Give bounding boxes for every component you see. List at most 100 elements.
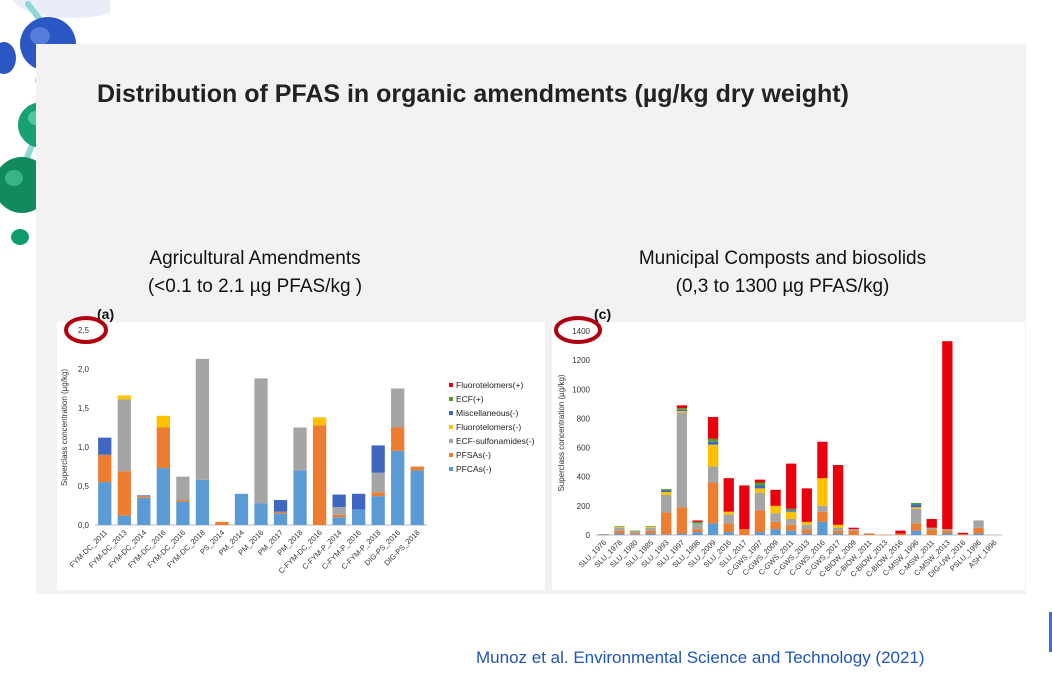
chart-a-bar-segment xyxy=(410,466,424,471)
chart-c-bar-segment xyxy=(629,531,641,533)
chart-c-bar-segment xyxy=(832,527,844,531)
chart-a-container: Superclass concentration (µg/kg) 0,0 0,5 1,… xyxy=(57,322,545,590)
chart-c-bar-segment xyxy=(614,530,625,534)
chart-a-bar-segment xyxy=(254,378,268,504)
chart-c-bar-segment xyxy=(817,441,828,479)
chart-c-bar-segment xyxy=(942,533,953,535)
chart-c-bar-segment xyxy=(645,526,656,528)
chart-a-bar-segment xyxy=(234,493,249,525)
chart-a-bar-segment xyxy=(273,500,288,512)
chart-c-bar-segment xyxy=(723,511,734,515)
chart-c-bar-segment xyxy=(848,529,859,531)
chart-a-bar-segment xyxy=(98,454,112,483)
chart-c-bar-segment xyxy=(614,526,625,527)
chart-c-bar-segment xyxy=(926,527,937,530)
chart-c-y-tick-label: 1000 xyxy=(572,385,590,394)
panel-label-c: (c) xyxy=(594,306,612,322)
chart-a-legend-label: Fluorotelomers(+) xyxy=(456,380,523,390)
chart-c-bar-segment xyxy=(879,534,891,536)
chart-c-bar-segment xyxy=(770,529,781,535)
chart-a-bar-segment xyxy=(117,395,131,400)
chart-c-bar-segment xyxy=(676,412,688,508)
chart-c-bar-segment xyxy=(754,492,766,511)
chart-c-bar-segment xyxy=(942,341,953,530)
chart-c-bar-segment xyxy=(614,533,625,535)
chart-c-bar-segment xyxy=(957,534,969,535)
chart-c-bar-segment xyxy=(895,530,906,534)
chart-a-bar-segment xyxy=(176,476,190,501)
chart-c-bar-segment xyxy=(832,533,844,535)
chart-a-bar-segment xyxy=(352,509,366,525)
chart-c-y-tick-label: 1400 xyxy=(572,327,590,336)
chart-a-bar-segment xyxy=(254,503,268,525)
citation-link[interactable]: Munoz et al. Environmental Science and T… xyxy=(476,648,925,667)
chart-c-bar-segment xyxy=(754,532,766,535)
chart-a-bar-segment xyxy=(371,472,385,493)
chart-a-bar-segment xyxy=(273,511,288,514)
slide-title: Distribution of PFAS in organic amendmen… xyxy=(97,80,849,108)
chart-c-bar-segment xyxy=(754,510,766,533)
chart-a-y-tick-label: 1,0 xyxy=(78,443,90,452)
chart-c-bar-segment xyxy=(645,526,656,527)
municipal-heading: Municipal Composts and biosolids (0,3 to… xyxy=(610,245,955,301)
chart-c-bar-segment xyxy=(770,505,781,514)
chart-c-bar-segment xyxy=(801,488,812,522)
chart-c-bar-segment xyxy=(801,533,812,535)
chart-c-bar-segment xyxy=(598,534,609,535)
chart-c-bar-segment xyxy=(832,524,844,528)
chart-c-bar-segment xyxy=(707,482,719,524)
chart-c-bar-segment xyxy=(739,485,750,530)
chart-a-bar-segment xyxy=(332,494,346,508)
chart-c-bar-segment xyxy=(754,479,766,483)
chart-c-bar-segment xyxy=(770,521,781,530)
chart-a-bar-segment xyxy=(312,417,327,426)
chart-a-y-tick-label: 1,5 xyxy=(78,404,90,413)
agricultural-heading-line2: (<0.1 to 2.1 µg PFAS/kg ) xyxy=(147,276,363,297)
chart-c-bar-segment xyxy=(754,482,766,486)
chart-c-bar-segment xyxy=(910,502,922,505)
chart-c-bar-segment xyxy=(910,508,922,524)
chart-c-bar-segment xyxy=(723,478,734,512)
chart-c-bar-segment xyxy=(707,441,719,445)
chart-c-bar-segment xyxy=(723,532,734,535)
chart-c: Superclass concentration (µg/kg) 0 200 400 6… xyxy=(557,327,1002,579)
chart-c-bar-segment xyxy=(723,523,734,533)
chart-c-bar-segment xyxy=(661,489,672,491)
municipal-heading-line1: Municipal Composts and biosolids xyxy=(638,248,927,269)
chart-a-bar-segment xyxy=(391,450,405,525)
chart-c-bar-segment xyxy=(676,405,688,409)
chart-a-legend-swatch xyxy=(449,453,453,457)
chart-c-bar-segment xyxy=(629,534,641,535)
chart-c-bar-segment xyxy=(973,520,984,528)
chart-c-bar-segment xyxy=(676,409,688,412)
chart-a: Superclass concentration (µg/kg) 0,0 0,5 1,… xyxy=(60,326,535,575)
chart-c-bar-segment xyxy=(817,478,828,506)
chart-c-bar-segment xyxy=(614,526,625,528)
chart-c-bar-segment xyxy=(692,523,703,530)
chart-a-legend-label: PFCAs(-) xyxy=(456,464,492,474)
municipal-heading-line2: (0,3 to 1300 µg PFAS/kg) xyxy=(675,276,890,297)
chart-c-bar-segment xyxy=(801,521,812,525)
chart-a-legend-swatch xyxy=(449,383,453,387)
chart-a-y-tick-label: 0,5 xyxy=(78,482,90,491)
chart-c-bar-segment xyxy=(692,521,703,524)
chart-c-bar-segment xyxy=(832,530,844,534)
chart-c-y-tick-label: 0 xyxy=(586,531,591,540)
chart-a-legend-swatch xyxy=(449,467,453,471)
chart-a-bar-segment xyxy=(156,468,170,525)
chart-a-legend-label: Miscellaneous(-) xyxy=(456,408,519,418)
chart-c-bar-segment xyxy=(707,523,719,535)
chart-a-bar-segment xyxy=(98,482,112,525)
chart-a-bar-segment xyxy=(117,515,131,525)
chart-c-bar-segment xyxy=(754,488,766,493)
chart-c-bar-segment xyxy=(645,527,656,531)
chart-a-bar-segment xyxy=(137,497,151,525)
chart-c-bar-segment xyxy=(895,533,906,535)
chart-c-bar-segment xyxy=(926,518,937,528)
chart-a-bar-segment xyxy=(215,521,229,525)
chart-a-bar-segment xyxy=(293,470,307,525)
chart-c-bar-segment xyxy=(645,530,656,534)
agricultural-heading-line1: Agricultural Amendments xyxy=(149,248,361,269)
chart-a-bar-segment xyxy=(156,415,170,428)
chart-a-bar-segment xyxy=(371,492,385,497)
